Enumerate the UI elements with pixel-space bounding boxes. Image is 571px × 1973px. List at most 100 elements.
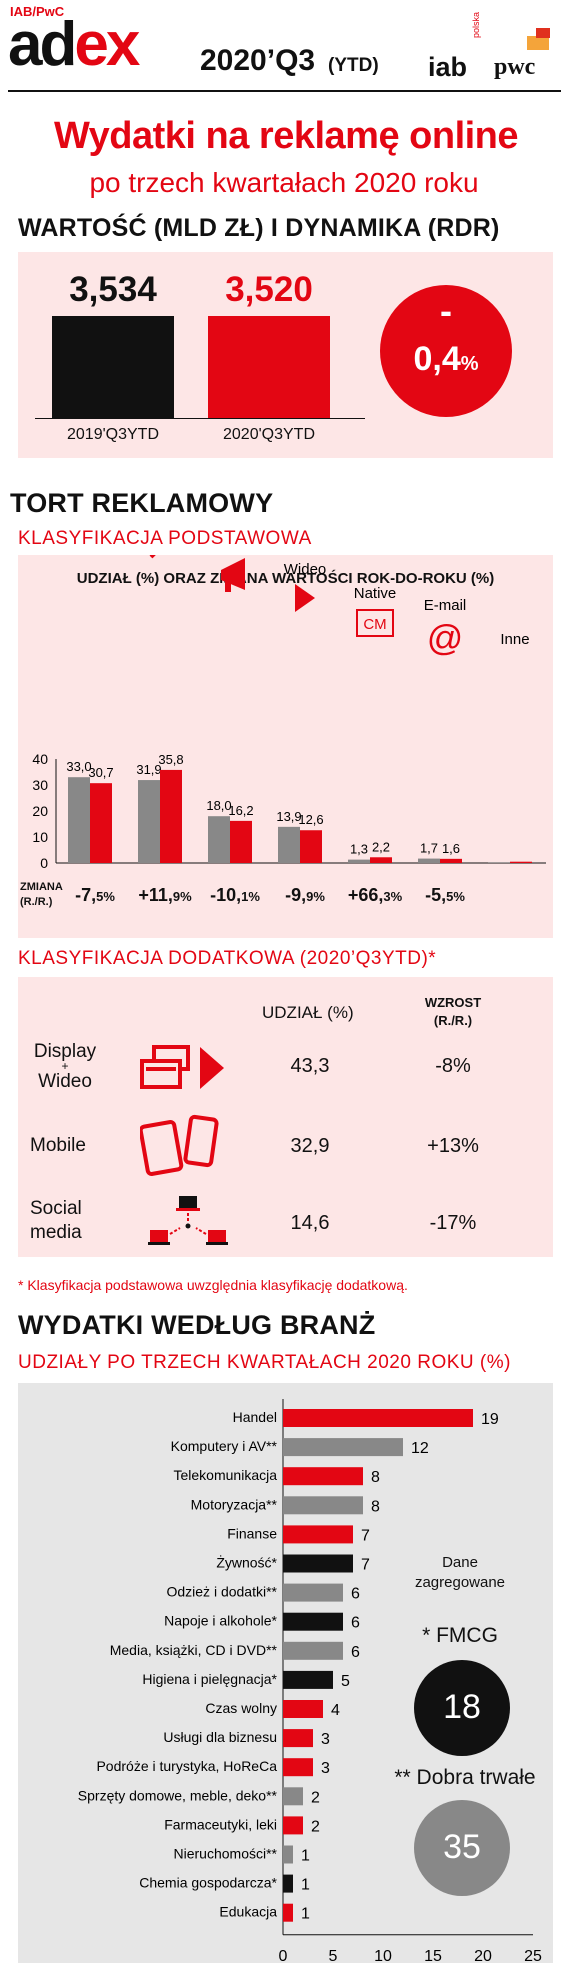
pwc-logo: pwc bbox=[494, 54, 536, 80]
tort-y-tick: 10 bbox=[32, 829, 48, 845]
tort-bar bbox=[160, 769, 182, 863]
tort-subheading: KLASYFIKACJA PODSTAWOWA bbox=[18, 528, 312, 549]
tort-y-tick: 20 bbox=[32, 803, 48, 819]
branze-category-label: Motoryzacja** bbox=[191, 1496, 278, 1512]
branze-x-tick: 10 bbox=[374, 1948, 392, 1963]
branze-bar bbox=[283, 1874, 293, 1893]
aggregated-label: Dane zagregowane bbox=[405, 1553, 515, 1593]
megaphone-icon-handle bbox=[225, 580, 231, 592]
tort-bar-label: 12,6 bbox=[298, 812, 323, 827]
branze-bar bbox=[283, 1612, 343, 1631]
branze-bar-label: 1 bbox=[301, 1877, 310, 1894]
branze-bar-label: 2 bbox=[311, 1818, 320, 1835]
row-social-growth: -17% bbox=[429, 1212, 477, 1234]
branze-x-tick: 20 bbox=[474, 1948, 492, 1963]
branze-bar bbox=[283, 1700, 323, 1718]
col-growth-header: WZROST bbox=[424, 995, 482, 1010]
additional-panel bbox=[18, 977, 553, 1257]
tort-bar bbox=[510, 861, 532, 863]
durable-label: ** Dobra trwałe bbox=[394, 1766, 536, 1789]
value-label-2019: 3,534 bbox=[69, 270, 157, 309]
branze-category-label: Finanse bbox=[227, 1525, 277, 1541]
branze-bar bbox=[283, 1496, 363, 1515]
network-icon bbox=[148, 1196, 228, 1245]
tort-bar bbox=[278, 826, 300, 863]
tort-heading: TORT REKLAMOWY bbox=[10, 488, 274, 518]
tort-bar-label: 2,2 bbox=[372, 839, 390, 854]
branze-category-label: Odzież i dodatki** bbox=[166, 1584, 277, 1600]
row-mobile-growth: +13% bbox=[427, 1135, 479, 1157]
branze-category-label: Farmaceutyki, leki bbox=[164, 1816, 277, 1832]
branze-x-tick: 25 bbox=[524, 1948, 542, 1963]
branze-bar bbox=[283, 1438, 403, 1457]
value-bar-2019 bbox=[52, 316, 174, 418]
change-value-int: -10, bbox=[210, 885, 242, 905]
tort-panel bbox=[18, 555, 553, 938]
aggregated-line1: Dane bbox=[442, 1554, 478, 1571]
branze-bar-label: 6 bbox=[351, 1644, 360, 1661]
row-display-video-label: Display + Wideo bbox=[30, 1042, 100, 1091]
pwc-logo-mark bbox=[527, 36, 549, 50]
branze-bar bbox=[283, 1525, 353, 1544]
value-heading: WARTOŚĆ (MLD ZŁ) I DYNAMIKA (RDR) bbox=[18, 214, 500, 242]
tort-bar-label: 33,0 bbox=[66, 759, 91, 774]
branze-category-label: Telekomunikacja bbox=[174, 1467, 278, 1483]
tort-bar-label: 1,3 bbox=[350, 842, 368, 857]
branze-bar bbox=[283, 1729, 313, 1748]
change-circle bbox=[380, 285, 512, 417]
branze-category-label: Nieruchomości** bbox=[174, 1846, 278, 1862]
tort-bar-label: 35,8 bbox=[158, 752, 183, 767]
adex-logo: adex bbox=[8, 14, 140, 76]
tort-bar bbox=[68, 777, 90, 863]
tort-bar bbox=[488, 862, 510, 863]
change-value: -5,5% bbox=[410, 885, 480, 906]
branze-bar bbox=[283, 1816, 303, 1835]
branze-category-label: Napoje i alkohole* bbox=[164, 1613, 277, 1629]
tort-bar-label: 1,7 bbox=[420, 841, 438, 856]
branze-bar-label: 8 bbox=[371, 1469, 380, 1486]
branze-bar bbox=[283, 1758, 313, 1777]
row-mobile-share: 32,9 bbox=[290, 1135, 330, 1157]
tort-bar bbox=[440, 858, 462, 863]
branze-bar-label: 4 bbox=[331, 1702, 340, 1719]
row-display-video-growth: -8% bbox=[435, 1055, 471, 1077]
tort-bar bbox=[230, 820, 252, 863]
tort-category-label: Wideo bbox=[284, 561, 327, 578]
page-subtitle: po trzech kwartałach 2020 roku bbox=[89, 167, 479, 198]
branze-bar bbox=[283, 1409, 473, 1427]
tort-chart-title: UDZIAŁ (%) ORAZ ZMIANA WARTOŚCI ROK-DO-R… bbox=[76, 570, 495, 587]
branze-bar bbox=[283, 1554, 353, 1573]
change-value-int: -7, bbox=[75, 885, 97, 905]
change-value: -9,9% bbox=[270, 885, 340, 906]
branze-bar-label: 3 bbox=[321, 1731, 330, 1748]
col-growth-sub: (R./R.) bbox=[433, 1013, 473, 1028]
branze-category-label: Żywność* bbox=[216, 1554, 277, 1571]
tort-bar bbox=[418, 858, 440, 863]
megaphone-icon bbox=[221, 558, 245, 590]
change-value: +11,9% bbox=[130, 885, 200, 906]
branze-bar-label: 8 bbox=[371, 1498, 380, 1515]
change-value-int: +11, bbox=[138, 885, 173, 905]
change-value-dec: 9% bbox=[306, 889, 325, 904]
col-share-header: UDZIAŁ (%) bbox=[262, 1003, 354, 1022]
page-title: Wydatki na reklamę online bbox=[53, 115, 519, 157]
change-value-dec: 5% bbox=[96, 889, 115, 904]
at-icon: @ bbox=[427, 617, 464, 658]
value-label-2020: 3,520 bbox=[225, 270, 313, 309]
tort-category-label: Native bbox=[354, 585, 397, 602]
tort-y-tick: 30 bbox=[32, 777, 48, 793]
branze-category-label: Podróże i turystyka, HoReCa bbox=[96, 1758, 277, 1774]
pwc-logo-mark-2 bbox=[536, 28, 550, 38]
tort-y-tick: 0 bbox=[40, 855, 48, 871]
branze-category-label: Handel bbox=[233, 1409, 277, 1425]
row-mobile-label: Mobile bbox=[30, 1135, 86, 1156]
tort-bar-label: 1,6 bbox=[442, 841, 460, 856]
row-social-share: 14,6 bbox=[290, 1212, 330, 1234]
value-cat-2019: 2019'Q3YTD bbox=[67, 426, 159, 443]
tort-bar bbox=[138, 780, 160, 863]
display-video-icon bbox=[140, 1045, 224, 1089]
branze-bar bbox=[283, 1467, 363, 1486]
branze-bar-label: 7 bbox=[361, 1527, 370, 1544]
change-value-dec: 3% bbox=[383, 889, 403, 904]
